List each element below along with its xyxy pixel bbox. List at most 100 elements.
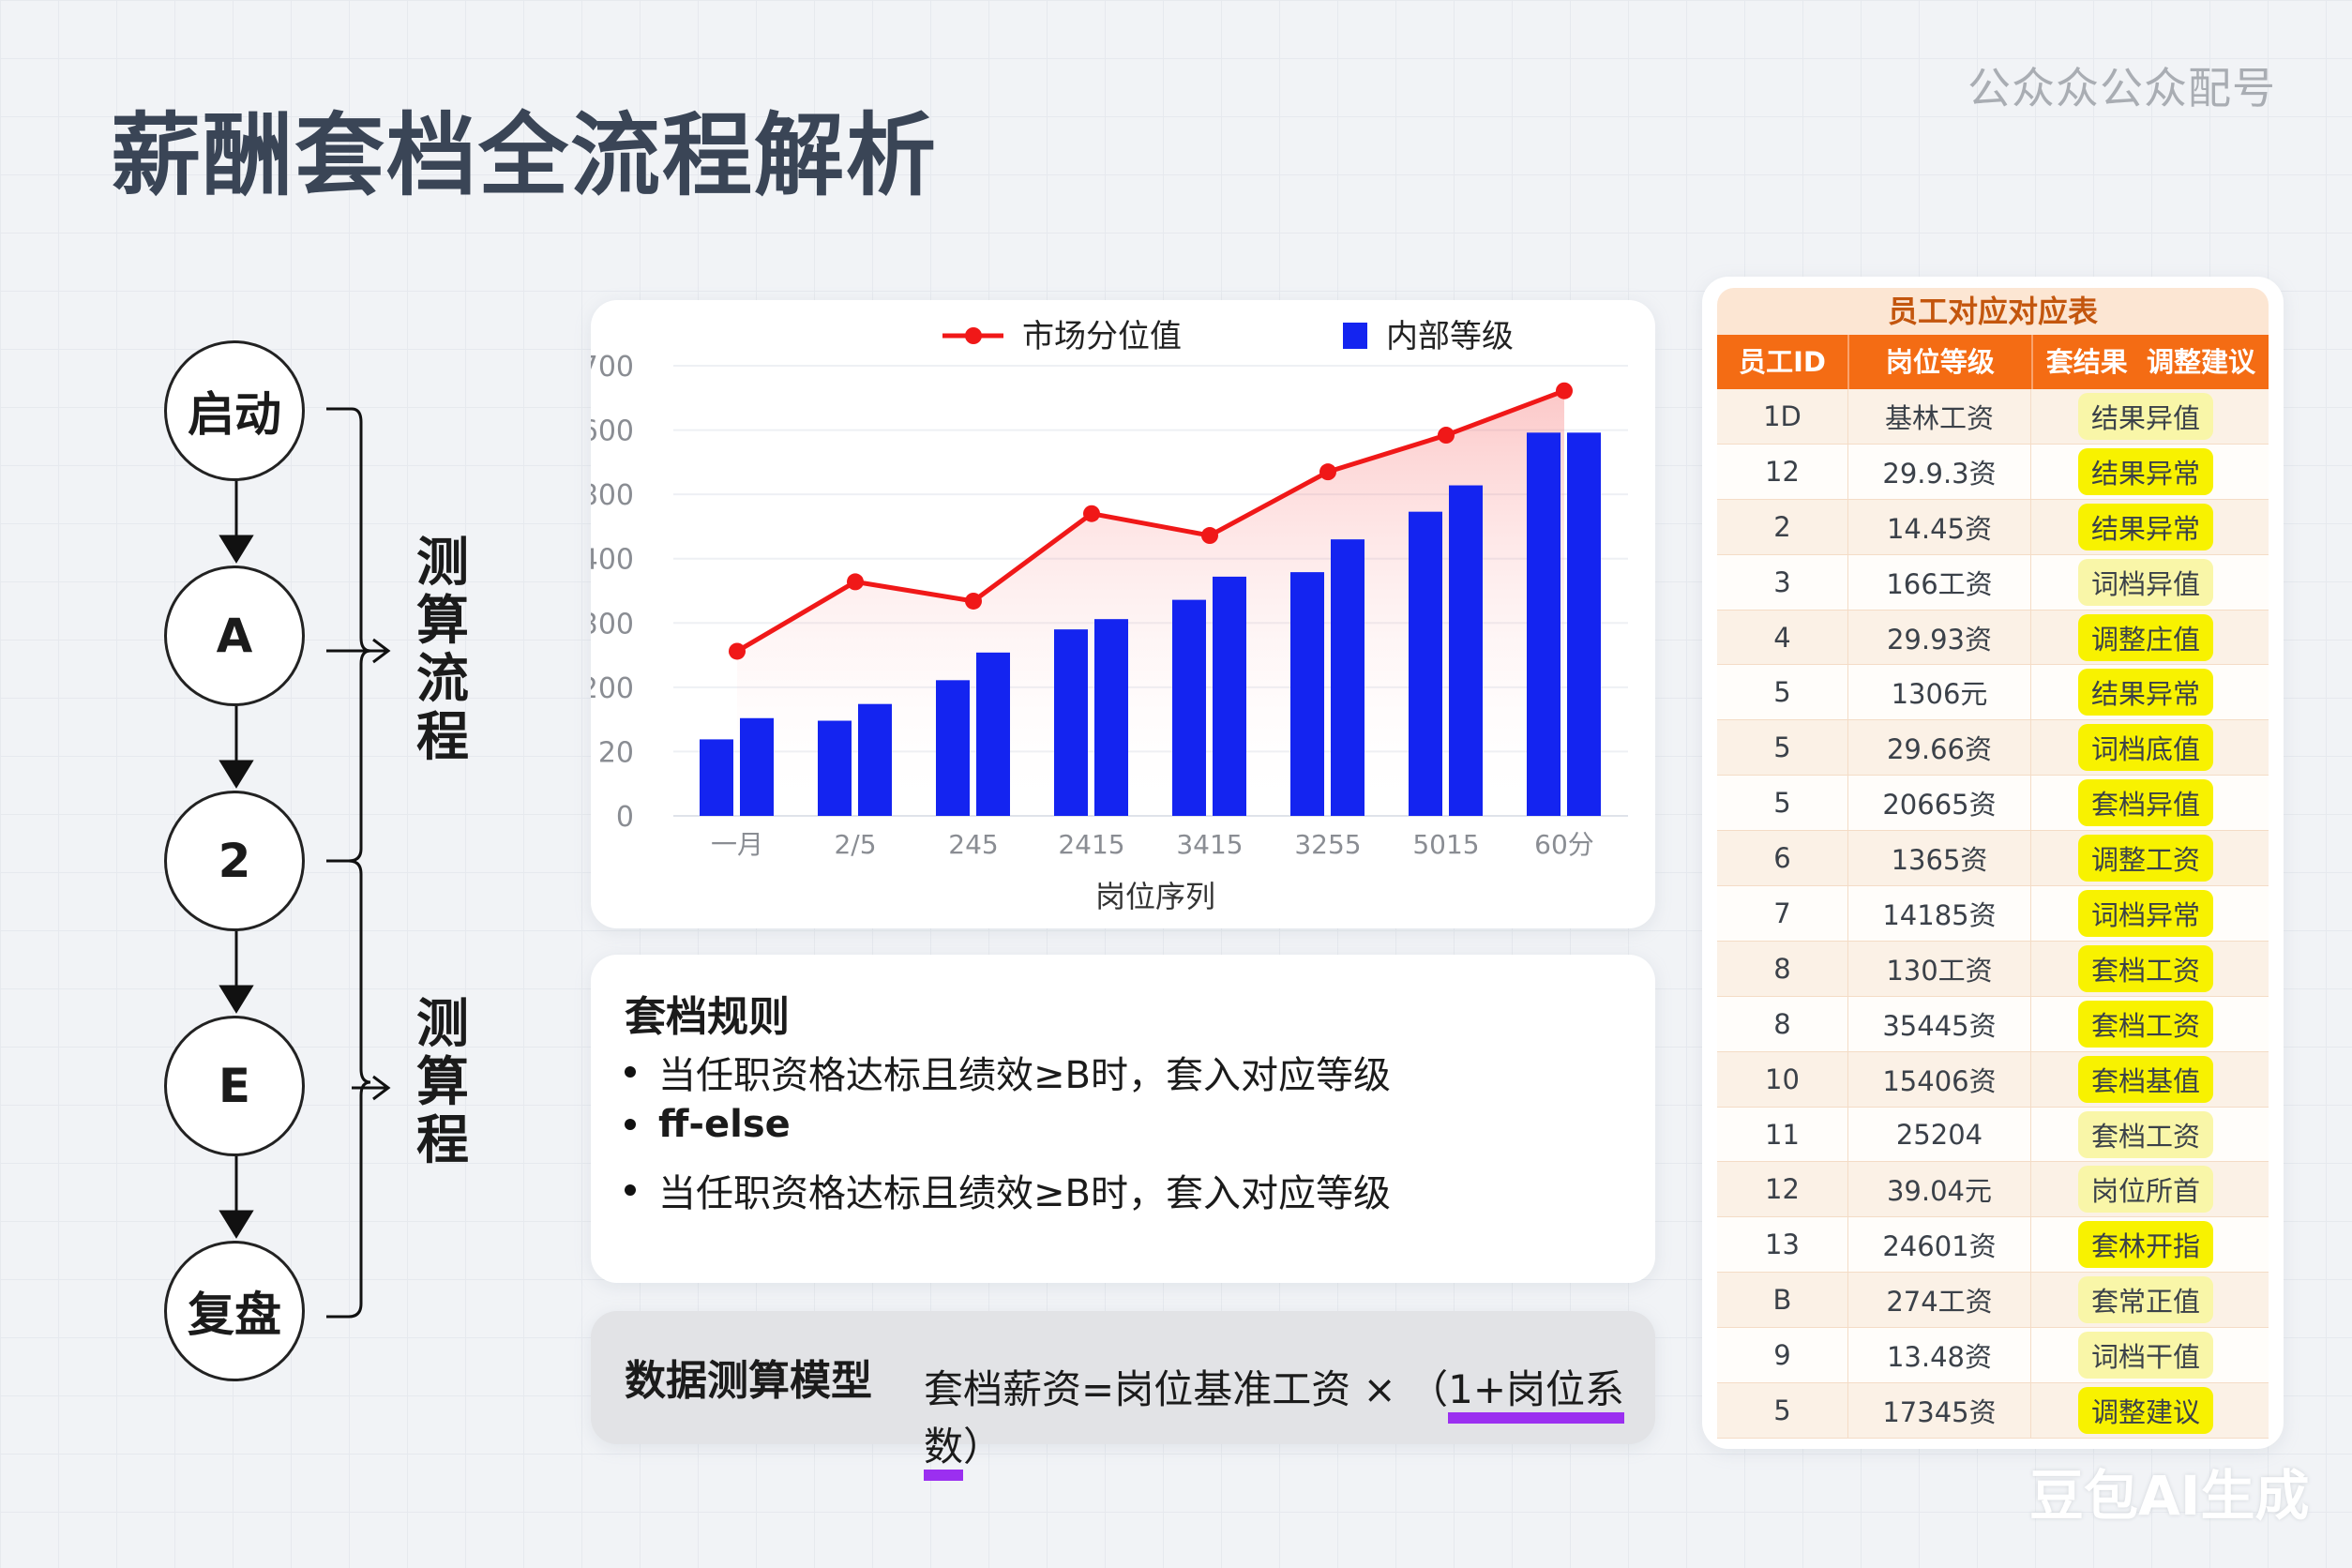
line-point bbox=[965, 592, 982, 610]
cell-grade: 130工资 bbox=[1848, 941, 2031, 996]
table-row[interactable]: 4 29.93资 调整庄值 bbox=[1717, 610, 2269, 666]
col-header-suggestion[interactable]: 套结果 调整建议 bbox=[2045, 346, 2255, 378]
x-tick-label: 3415 bbox=[1176, 829, 1243, 860]
employee-table-card: 员工对应对应表 员工ID 岗位等级 套结果 调整建议 1D 基林工资 结果异值 12 2… bbox=[1702, 277, 2284, 1449]
y-tick-label: 0 bbox=[616, 801, 634, 834]
x-tick-label: 2415 bbox=[1058, 829, 1124, 860]
line-point bbox=[847, 573, 864, 591]
legend-line-icon bbox=[942, 327, 1003, 344]
y-tick-label: 600 bbox=[591, 415, 634, 448]
table-row[interactable]: 3 166工资 词档异值 bbox=[1717, 554, 2269, 611]
bracket-top bbox=[326, 407, 371, 863]
cell-grade: 1306元 bbox=[1848, 665, 2031, 720]
table-row[interactable]: 6 1365资 调整工资 bbox=[1717, 831, 2269, 887]
formula-prefix: 套档薪资=岗位基准工资 × （ bbox=[924, 1366, 1449, 1412]
rules-title: 套档规则 bbox=[625, 993, 790, 1041]
cell-id: 13 bbox=[1717, 1217, 1848, 1273]
x-tick-label: 60分 bbox=[1534, 829, 1594, 860]
table-row[interactable]: 1D 基林工资 结果异值 bbox=[1717, 389, 2269, 445]
bracket-arrow-icon bbox=[352, 1075, 391, 1101]
cell-suggestion: 调整庄值 bbox=[2078, 613, 2214, 661]
cell-suggestion: 套林开指 bbox=[2078, 1221, 2214, 1269]
bracket-arrow-icon bbox=[326, 638, 391, 664]
cell-id: 11 bbox=[1717, 1107, 1848, 1162]
cell-suggestion: 调整工资 bbox=[2078, 835, 2214, 882]
cell-grade: 29.66资 bbox=[1848, 720, 2031, 776]
rule-text: 当任职资格达标且绩效≥B时，套入对应等级 bbox=[658, 1054, 1391, 1097]
rule-text: 当任职资格达标且绩效≥B时，套入对应等级 bbox=[658, 1172, 1391, 1215]
formula-label: 数据测算模型 bbox=[625, 1357, 872, 1405]
bullet-icon bbox=[625, 1119, 636, 1130]
formula-highlight: 1+岗位系数 bbox=[924, 1366, 1625, 1481]
y-tick-label: 700 bbox=[591, 351, 634, 384]
table-row[interactable]: 5 1306元 结果异常 bbox=[1717, 665, 2269, 721]
cell-suggestion: 调整建议 bbox=[2078, 1386, 2214, 1434]
bar bbox=[700, 739, 733, 816]
table-row[interactable]: 2 14.45资 结果异常 bbox=[1717, 499, 2269, 555]
bracket-bottom bbox=[326, 859, 371, 1319]
chart-card: 0 20 200 300 400 800 600 700 一月 2/5 245 2415 3415 32… bbox=[580, 300, 1655, 928]
col-header-grade[interactable]: 岗位等级 bbox=[1849, 335, 2033, 389]
bar bbox=[858, 703, 892, 816]
x-tick-label: 245 bbox=[948, 829, 998, 860]
table-row[interactable]: 13 24601资 套林开指 bbox=[1717, 1217, 2269, 1274]
cell-suggestion: 结果异常 bbox=[2078, 503, 2214, 550]
table-row[interactable]: 5 29.66资 词档底值 bbox=[1717, 720, 2269, 776]
cell-grade: 25204 bbox=[1848, 1107, 2031, 1162]
market-line bbox=[735, 388, 1565, 654]
group-label-calc: 测算程 bbox=[416, 994, 469, 1171]
table-row[interactable]: 12 39.04元 岗位所首 bbox=[1717, 1162, 2269, 1218]
table-row[interactable]: 11 25204 套档工资 bbox=[1717, 1107, 2269, 1163]
legend-square-icon bbox=[1343, 323, 1367, 349]
formula-card: 数据测算模型 套档薪资=岗位基准工资 × （1+岗位系数） bbox=[591, 1311, 1655, 1481]
table-row[interactable]: 8 130工资 套档工资 bbox=[1717, 941, 2269, 997]
cell-id: 8 bbox=[1717, 996, 1848, 1051]
flow-connectors bbox=[219, 407, 391, 1319]
col-header-id[interactable]: 员工ID bbox=[1717, 335, 1850, 389]
cell-id: 5 bbox=[1717, 776, 1848, 831]
table-row[interactable]: 7 14185资 词档异常 bbox=[1717, 886, 2269, 942]
bar bbox=[1290, 572, 1324, 816]
line-point bbox=[1438, 427, 1455, 445]
cell-suggestion: 岗位所首 bbox=[2078, 1166, 2214, 1214]
cell-id: 9 bbox=[1717, 1328, 1848, 1383]
legend-label-market: 市场分位值 bbox=[1022, 318, 1182, 355]
rule-item: 当任职资格达标且绩效≥B时，套入对应等级 bbox=[625, 1045, 1391, 1099]
table-row[interactable]: 5 17345资 调整建议 bbox=[1717, 1383, 2269, 1439]
rule-item: 当任职资格达标且绩效≥B时，套入对应等级 bbox=[625, 1163, 1391, 1217]
table-row[interactable]: 10 15406资 套档基值 bbox=[1717, 1051, 2269, 1108]
bar bbox=[1409, 511, 1442, 816]
cell-suggestion: 套档基值 bbox=[2078, 1055, 2214, 1103]
x-tick-label: 2/5 bbox=[834, 829, 876, 860]
watermark-top: 公众众公众配号 bbox=[1968, 63, 2276, 113]
line-point bbox=[1083, 505, 1100, 522]
table-title: 员工对应对应表 bbox=[1717, 288, 2269, 335]
legend: 市场分位值 内部等级 bbox=[942, 318, 1514, 355]
arrow-down-icon bbox=[219, 931, 254, 1014]
line-point bbox=[1201, 527, 1218, 545]
bar bbox=[1213, 576, 1246, 816]
flow-node-a: A bbox=[164, 565, 305, 706]
cell-grade: 39.04元 bbox=[1848, 1162, 2031, 1217]
cell-suggestion: 词档异值 bbox=[2078, 558, 2214, 606]
cell-id: 12 bbox=[1717, 1162, 1848, 1217]
cell-id: 8 bbox=[1717, 941, 1848, 996]
bullet-icon bbox=[625, 1066, 636, 1078]
table-row[interactable]: 12 29.9.3资 结果异常 bbox=[1717, 444, 2269, 500]
line-point bbox=[1556, 382, 1573, 400]
table-header: 员工ID 岗位等级 套结果 调整建议 bbox=[1717, 335, 2269, 389]
cell-id: 4 bbox=[1717, 610, 1848, 665]
formula-suffix: ） bbox=[963, 1424, 1003, 1470]
table-row[interactable]: B 274工资 套常正值 bbox=[1717, 1273, 2269, 1329]
y-tick-label: 800 bbox=[591, 479, 634, 512]
cell-grade: 17345资 bbox=[1848, 1383, 2031, 1438]
arrow-down-icon bbox=[219, 481, 254, 564]
x-tick-label: 5015 bbox=[1412, 829, 1479, 860]
arrow-down-icon bbox=[219, 1156, 254, 1239]
cell-id: B bbox=[1717, 1273, 1848, 1328]
table-row[interactable]: 8 35445资 套档工资 bbox=[1717, 996, 2269, 1052]
cell-suggestion: 结果异常 bbox=[2078, 447, 2214, 495]
table-row[interactable]: 9 13.48资 词档干值 bbox=[1717, 1328, 2269, 1384]
table-row[interactable]: 5 20665资 套档异值 bbox=[1717, 776, 2269, 832]
cell-id: 10 bbox=[1717, 1051, 1848, 1107]
